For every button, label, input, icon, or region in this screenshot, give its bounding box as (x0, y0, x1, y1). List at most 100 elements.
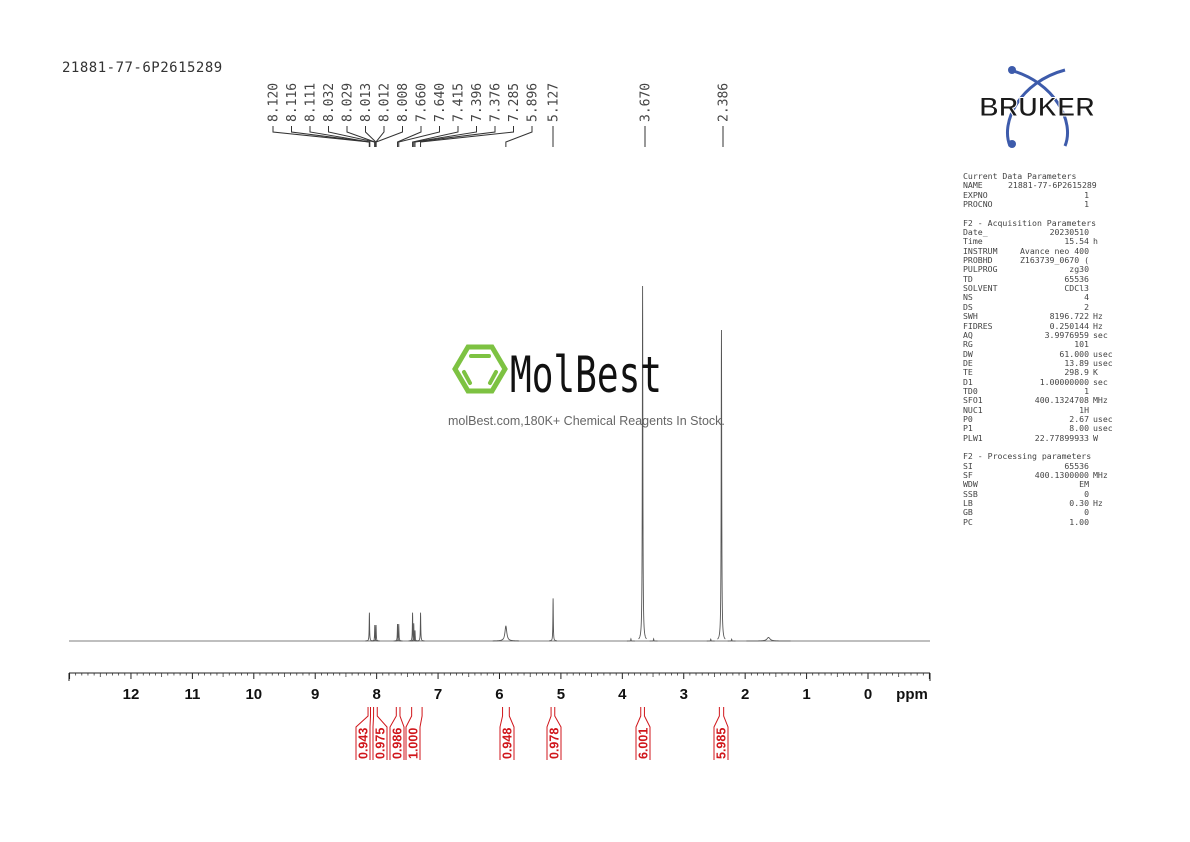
param-name: DW (963, 348, 973, 359)
param-name: TD0 (963, 385, 978, 396)
param-name: EXPNO (963, 189, 988, 200)
peak-label: 8.008 (396, 83, 411, 122)
param-unit: MHz (1093, 470, 1108, 480)
peak-label-leader (346, 126, 376, 147)
param-row: SOLVENT CDCl3 (963, 283, 1113, 293)
x-tick-label: 10 (245, 686, 262, 703)
peak-label-leader (375, 126, 385, 147)
integral-value: 0.978 (548, 728, 562, 759)
integral-bracket (405, 707, 423, 760)
param-value: 298.9 (1064, 367, 1089, 378)
integrals: 0.943 0.975 0.986 1.000 0.948 0.978 6.001 5.985 (355, 707, 729, 760)
param-row: NUC1 1H (963, 405, 1113, 415)
param-value: 13.89 (1064, 357, 1089, 368)
param-value: 0.250144 (1049, 320, 1089, 331)
param-unit: Hz (1093, 320, 1103, 331)
x-tick-label: 4 (618, 686, 627, 703)
peak-label-leader (412, 126, 459, 147)
param-unit: K (1093, 367, 1098, 378)
peak (717, 330, 726, 640)
peak-label-leader (272, 126, 370, 147)
param-unit: MHz (1093, 395, 1108, 406)
integral-value: 1.000 (407, 728, 421, 759)
integral-bracket (355, 707, 371, 760)
peak-label-leader (413, 126, 477, 147)
param-row: DW 61.000 usec (963, 348, 1113, 359)
x-tick-label: 1 (802, 686, 810, 703)
peak-label: 8.111 (304, 83, 319, 122)
param-name: Date_ (963, 227, 988, 238)
param-name: NS (963, 292, 973, 303)
param-unit: Hz (1093, 498, 1103, 509)
peak-label: 7.640 (433, 83, 448, 122)
param-name: NAME (963, 180, 983, 191)
integral-bracket (389, 707, 405, 760)
param-row: DE 13.89 usec (963, 357, 1113, 368)
peak (394, 623, 403, 642)
param-row: PROCNO 1 (963, 199, 1113, 210)
param-name: DS (963, 301, 973, 312)
peak (416, 612, 425, 642)
peak-label: 7.285 (507, 83, 522, 122)
param-name: SWH (963, 311, 978, 322)
param-row: SI 65536 (963, 460, 1113, 471)
peak-label: 5.127 (547, 83, 562, 122)
param-row: PLW1 22.77899933 W (963, 432, 1113, 443)
x-tick-label: 2 (741, 686, 749, 703)
param-name: LB (963, 498, 973, 509)
watermark-tagline: molBest.com,180K+ Chemical Reagents In S… (448, 414, 725, 428)
peak-label-leader (420, 126, 514, 147)
param-name: RG (963, 339, 973, 350)
x-tick-label: 7 (434, 686, 442, 703)
param-row: PROBHD Z163739_0670 ( (963, 255, 1113, 265)
param-unit: W (1093, 432, 1098, 443)
param-section-title: F2 - Processing parameters (963, 451, 1092, 462)
molbest-logo-text: MolBest (510, 346, 662, 404)
peak-label: 8.032 (322, 83, 337, 122)
param-unit: h (1093, 236, 1098, 247)
param-row: EXPNO 1 (963, 189, 1113, 200)
param-row: P1 8.00 usec (963, 423, 1113, 434)
peak (370, 625, 379, 642)
peak-label: 8.012 (378, 83, 393, 122)
peak-label: 7.376 (489, 83, 504, 122)
peak-label: 2.386 (717, 83, 732, 122)
param-row: PC 1.00 (963, 517, 1113, 527)
bruker-logo: BRUKER (979, 66, 1095, 148)
param-row: GB 0 (963, 507, 1113, 518)
param-name: SFO1 (963, 395, 983, 406)
param-value: 2 (1084, 301, 1089, 312)
param-row: WDW EM (963, 479, 1113, 490)
param-name: WDW (963, 479, 978, 490)
param-unit: usec (1093, 348, 1113, 359)
param-section-title: Current Data Parameters (963, 171, 1077, 181)
param-row: Time 15.54 h (963, 236, 1113, 247)
param-row: NS 4 (963, 292, 1113, 303)
integral-bracket (713, 707, 729, 760)
sample-title: 21881-77-6P2615289 (62, 60, 223, 76)
peak (649, 637, 658, 642)
param-name: SI (963, 460, 973, 471)
param-unit: usec (1093, 423, 1113, 434)
param-name: PULPROG (963, 264, 998, 275)
param-row: SFO1 400.1324708 MHz (963, 395, 1113, 406)
param-name: P0 (963, 413, 973, 424)
param-row: P0 2.67 usec (963, 413, 1113, 424)
peak-label: 8.116 (285, 83, 300, 122)
peak (365, 612, 374, 642)
peak-label: 5.896 (526, 83, 541, 122)
param-name: SSB (963, 488, 978, 499)
param-value: 1 (1084, 199, 1089, 210)
param-row: LB 0.30 Hz (963, 498, 1113, 509)
peak (393, 623, 402, 642)
param-value: 3.9976959 (1044, 329, 1089, 340)
peak-label: 7.415 (452, 83, 467, 122)
param-row: D1 1.00000000 sec (963, 377, 1113, 387)
param-name: GB (963, 507, 973, 518)
param-row: SSB 0 (963, 488, 1113, 499)
param-section-title: F2 - Acquisition Parameters (963, 217, 1097, 228)
param-name: TD (963, 273, 973, 284)
integral-bracket (499, 707, 515, 760)
param-value: 400.1300000 (1034, 470, 1089, 480)
